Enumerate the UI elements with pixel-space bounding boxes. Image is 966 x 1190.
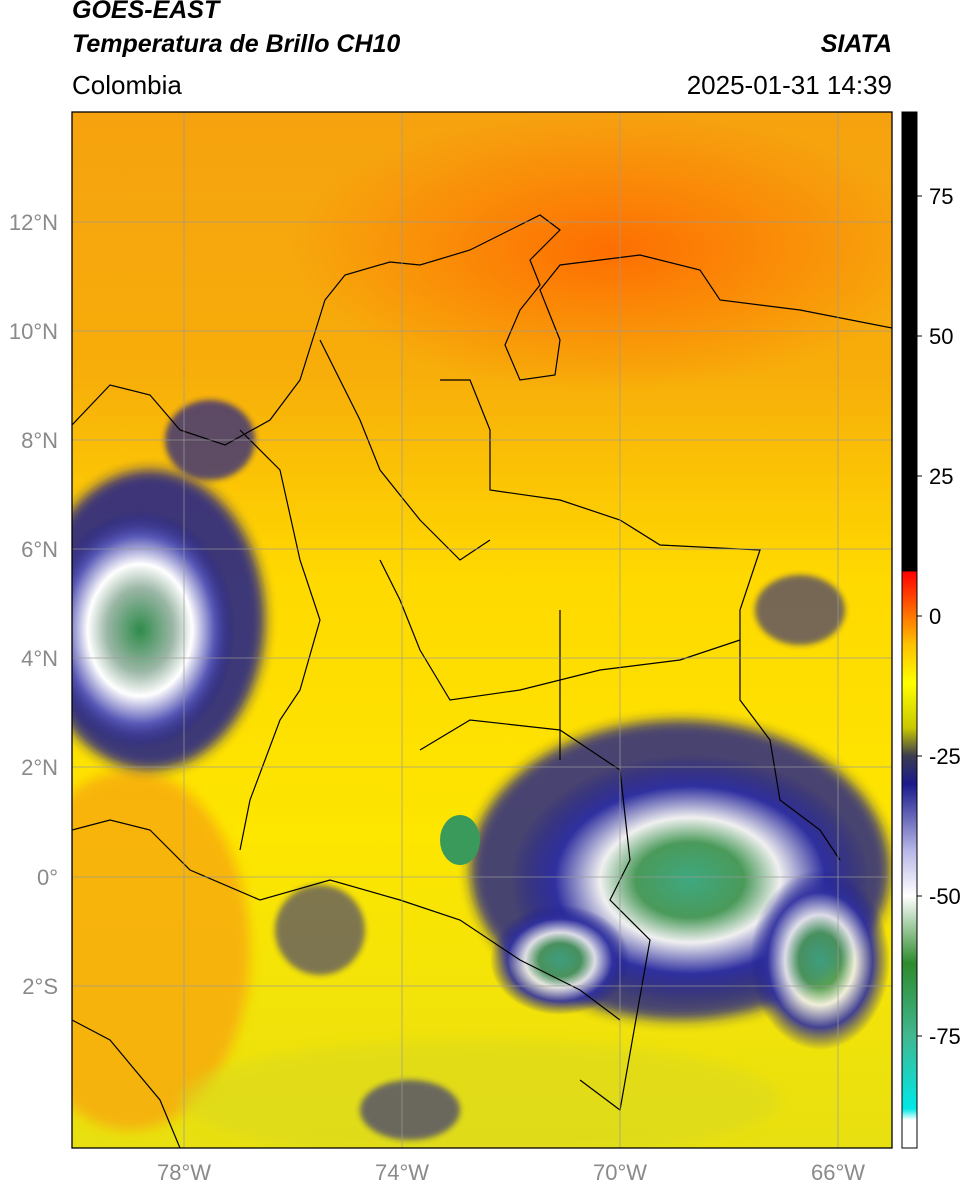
product-title: Temperatura de Brillo CH10 bbox=[72, 30, 401, 58]
cloud-south-west bbox=[275, 885, 365, 975]
western-andes bbox=[239, 429, 321, 851]
southern-border bbox=[72, 819, 621, 1021]
cloud-west-core bbox=[72, 510, 235, 750]
satellite-image bbox=[72, 112, 892, 1148]
caribbean-coast bbox=[72, 214, 892, 446]
lat-label-6n: 6°N bbox=[21, 537, 58, 562]
lat-label-10n: 10°N bbox=[9, 319, 58, 344]
colorbar: 75 50 25 0 -25 -50 -75 bbox=[901, 111, 961, 1149]
colorbar-tick-label: 0 bbox=[929, 604, 941, 629]
lon-labels: 78°W 74°W 70°W 66°W bbox=[157, 1160, 865, 1185]
lat-label-2s: 2°S bbox=[22, 974, 58, 999]
region-label: Colombia bbox=[72, 70, 182, 100]
colorbar-tick-label: 75 bbox=[929, 184, 953, 209]
lat-label-4n: 4°N bbox=[21, 646, 58, 671]
colorbar-ticks: 75 50 25 0 -25 -50 -75 bbox=[917, 184, 961, 1049]
lat-label-2n: 2°N bbox=[21, 755, 58, 780]
amazon-border bbox=[419, 719, 651, 1112]
map-frame bbox=[71, 111, 893, 1149]
lat-label-8n: 8°N bbox=[21, 428, 58, 453]
colorbar-tick-label: -25 bbox=[929, 744, 961, 769]
colorbar-tick-label: -50 bbox=[929, 884, 961, 909]
peru-coast bbox=[72, 830, 181, 1148]
lon-label-66w: 66°W bbox=[811, 1160, 865, 1185]
lat-label-0: 0° bbox=[37, 865, 58, 890]
colorbar-tick-label: -75 bbox=[929, 1024, 961, 1049]
cloud-south bbox=[360, 1080, 460, 1140]
warm-area-west bbox=[72, 770, 250, 1130]
satellite-title: GOES-EAST bbox=[72, 0, 220, 24]
lon-label-74w: 74°W bbox=[375, 1160, 429, 1185]
cloud-se-east bbox=[750, 870, 890, 1050]
cloud-e-north bbox=[755, 575, 845, 645]
agency-label: SIATA bbox=[820, 30, 892, 58]
colorbar-tick-label: 25 bbox=[929, 464, 953, 489]
datetime-label: 2025-01-31 14:39 bbox=[686, 70, 892, 100]
colorbar-bar bbox=[901, 111, 918, 1149]
graticule bbox=[72, 112, 892, 1148]
cloud-small-green bbox=[440, 815, 480, 865]
olive-area-south bbox=[180, 1040, 780, 1148]
lat-labels: 12°N 10°N 8°N 6°N 4°N 2°N 0° 2°S bbox=[9, 210, 58, 999]
lat-label-12n: 12°N bbox=[9, 210, 58, 235]
interior-border-1 bbox=[379, 559, 741, 701]
lon-label-70w: 70°W bbox=[593, 1160, 647, 1185]
interior-border-2 bbox=[319, 339, 491, 561]
colorbar-tick-label: 50 bbox=[929, 324, 953, 349]
lon-label-78w: 78°W bbox=[157, 1160, 211, 1185]
cloud-se-west bbox=[490, 905, 630, 1015]
warm-area-north bbox=[290, 112, 892, 390]
